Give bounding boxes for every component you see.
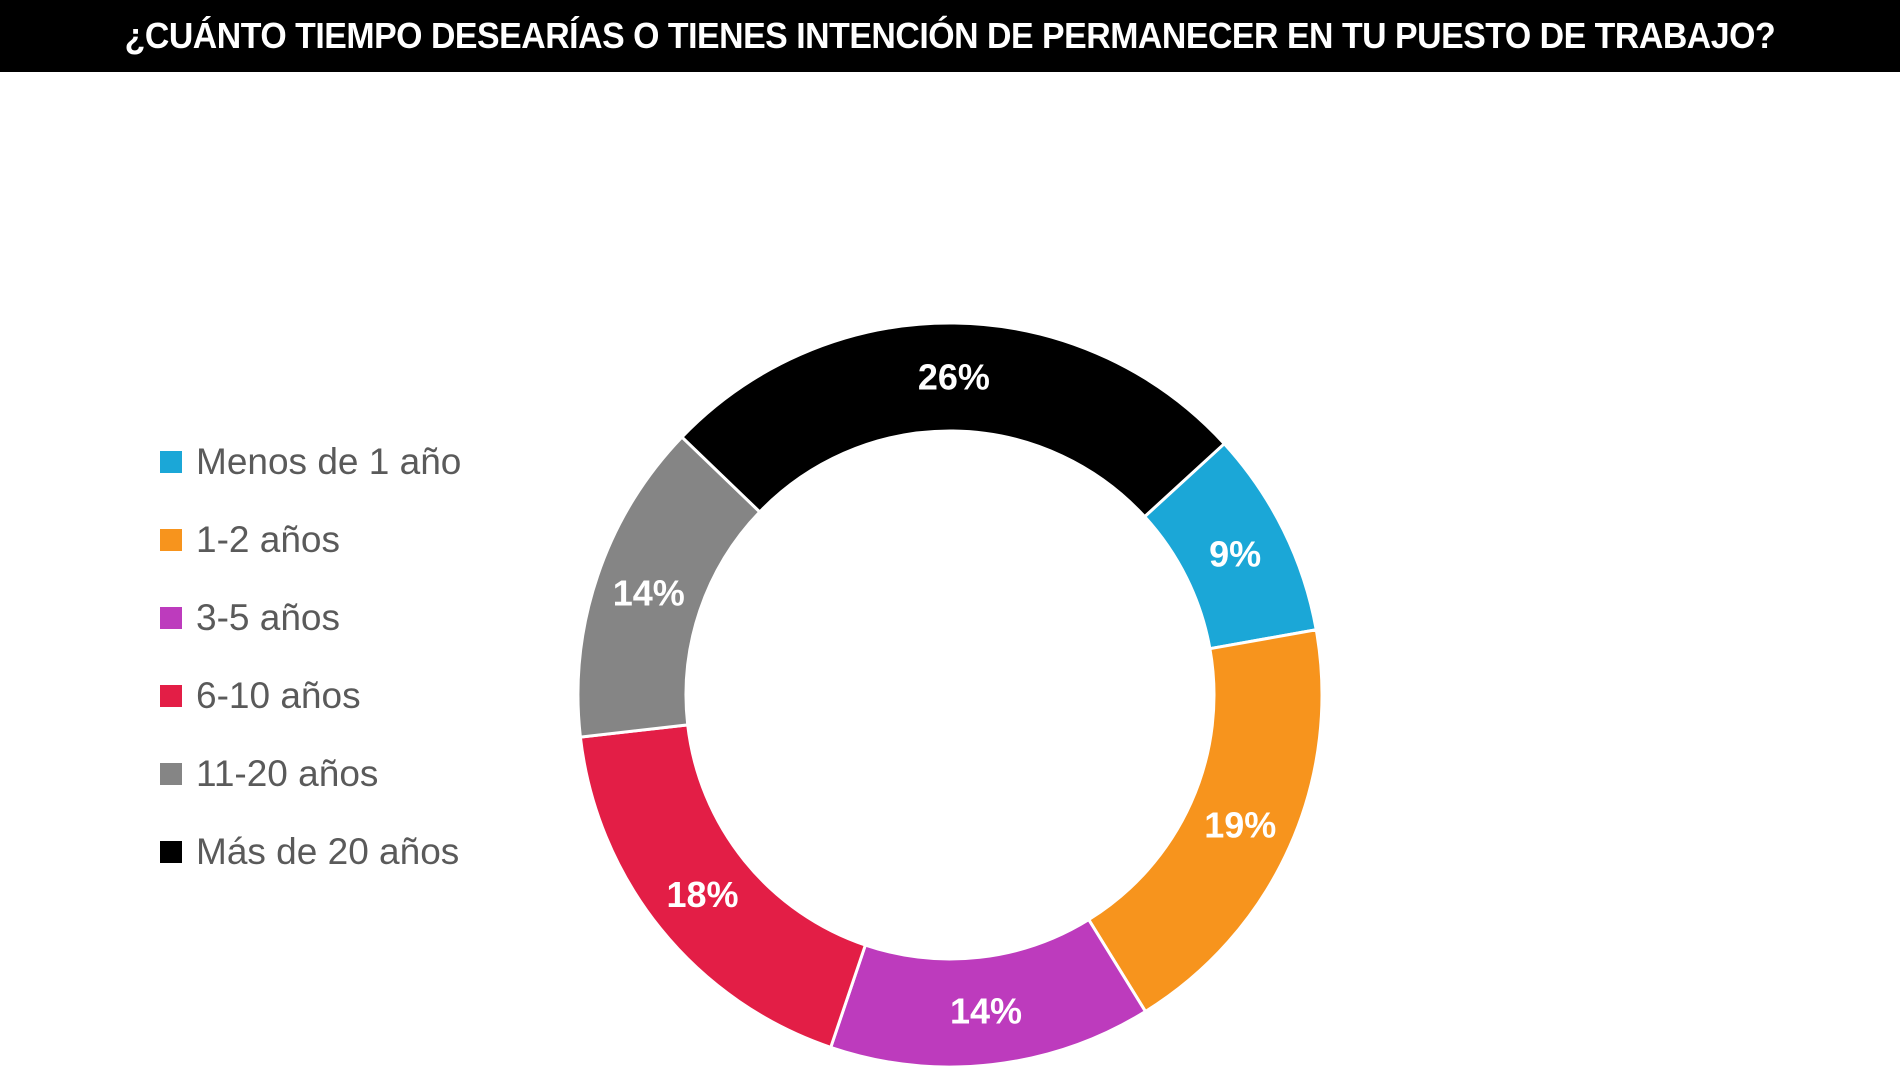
legend-swatch xyxy=(160,529,182,551)
donut-slice xyxy=(828,917,1148,1069)
legend-item: Menos de 1 año xyxy=(160,423,560,501)
legend-swatch xyxy=(160,841,182,863)
slice-data-label: 19% xyxy=(1204,804,1276,845)
slice-data-label: 18% xyxy=(666,874,738,915)
legend-label: Menos de 1 año xyxy=(196,441,462,482)
legend-item: 6-10 años xyxy=(160,657,560,735)
legend-label: 6-10 años xyxy=(196,675,361,716)
legend-item: 11-20 años xyxy=(160,735,560,813)
donut-slice xyxy=(1086,628,1324,1014)
legend-swatch xyxy=(160,451,182,473)
slice-data-label: 14% xyxy=(950,990,1022,1031)
legend-label: 1-2 años xyxy=(196,519,340,560)
legend-label: 3-5 años xyxy=(196,597,340,638)
page-title: ¿CUÁNTO TIEMPO DESEARÍAS O TIENES INTENC… xyxy=(124,15,1776,56)
slice-data-label: 26% xyxy=(918,357,990,398)
legend-item: 3-5 años xyxy=(160,579,560,657)
donut-slice xyxy=(576,434,762,739)
legend-swatch xyxy=(160,685,182,707)
chart-legend: Menos de 1 año 1-2 años 3-5 años 6-10 añ… xyxy=(160,423,560,891)
legend-label: 11-20 años xyxy=(196,753,379,794)
donut-slice xyxy=(679,321,1227,519)
donut-slice xyxy=(578,723,868,1050)
slice-data-label: 14% xyxy=(613,573,685,614)
legend-swatch xyxy=(160,607,182,629)
legend-label: Más de 20 años xyxy=(196,831,460,872)
donut-slice xyxy=(1142,441,1318,651)
slice-data-label: 9% xyxy=(1209,534,1261,575)
legend-swatch xyxy=(160,763,182,785)
legend-item: 1-2 años xyxy=(160,501,560,579)
legend-item: Más de 20 años xyxy=(160,813,560,891)
title-bar: ¿CUÁNTO TIEMPO DESEARÍAS O TIENES INTENC… xyxy=(0,0,1900,72)
